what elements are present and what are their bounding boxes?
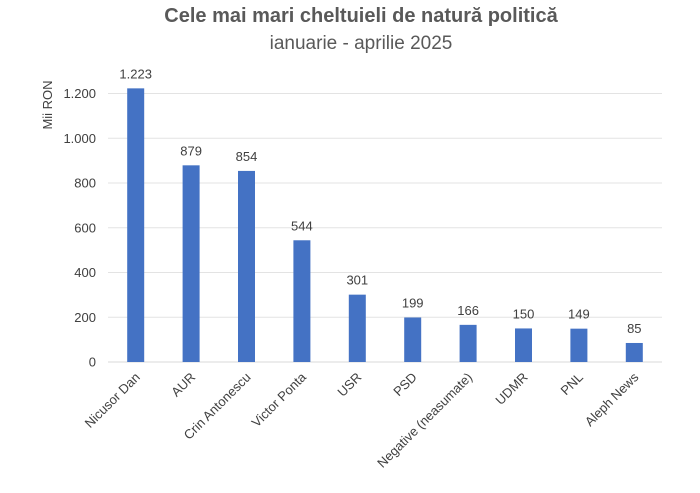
- y-axis-ticks: 0 200 400 600 800 1.000 1.200: [63, 86, 96, 370]
- x-tick-label: UDMR: [492, 370, 530, 408]
- gridlines: [108, 93, 662, 363]
- x-tick-label: USR: [334, 370, 364, 400]
- y-tick-label: 200: [74, 310, 96, 325]
- x-tick-label: PNL: [558, 370, 586, 398]
- data-label: 199: [402, 295, 424, 310]
- data-label: 150: [513, 306, 535, 321]
- bar: [348, 294, 366, 362]
- data-label: 149: [568, 307, 590, 322]
- bar: [625, 342, 643, 362]
- x-tick-label: Victor Ponta: [248, 369, 309, 430]
- x-tick-label: Negative (neasumate): [374, 370, 475, 471]
- bar: [404, 317, 422, 362]
- y-axis-label: Mii RON: [40, 80, 55, 129]
- x-tick-label: Aleph News: [582, 369, 642, 429]
- chart-title: Cele mai mari cheltuieli de natură polit…: [164, 5, 558, 27]
- bar: [570, 328, 588, 362]
- bar: [127, 88, 145, 362]
- bar: [238, 170, 255, 362]
- chart-subtitle: ianuarie - aprilie 2025: [270, 33, 453, 54]
- x-tick-label: AUR: [168, 370, 198, 400]
- x-tick-label: PSD: [390, 370, 420, 400]
- y-tick-label: 600: [74, 220, 96, 235]
- data-label: 854: [236, 149, 258, 164]
- bars: [127, 88, 643, 362]
- data-labels: 1.223 879 854 544 301 199 166 150 149 85: [119, 66, 641, 336]
- data-label: 1.223: [119, 66, 152, 81]
- y-tick-label: 1.000: [63, 131, 96, 146]
- y-tick-label: 400: [74, 265, 96, 280]
- y-tick-label: 1.200: [63, 86, 96, 101]
- x-tick-label: Nicusor Dan: [82, 370, 143, 431]
- bar: [515, 328, 532, 362]
- bar: [459, 324, 477, 362]
- bar: [293, 240, 311, 362]
- data-label: 85: [627, 321, 641, 336]
- data-label: 544: [291, 218, 313, 233]
- y-tick-label: 800: [74, 176, 96, 191]
- data-label: 301: [346, 273, 368, 288]
- y-tick-label: 0: [89, 355, 96, 370]
- bar: [182, 165, 200, 362]
- data-label: 166: [457, 303, 479, 318]
- data-label: 879: [180, 143, 202, 158]
